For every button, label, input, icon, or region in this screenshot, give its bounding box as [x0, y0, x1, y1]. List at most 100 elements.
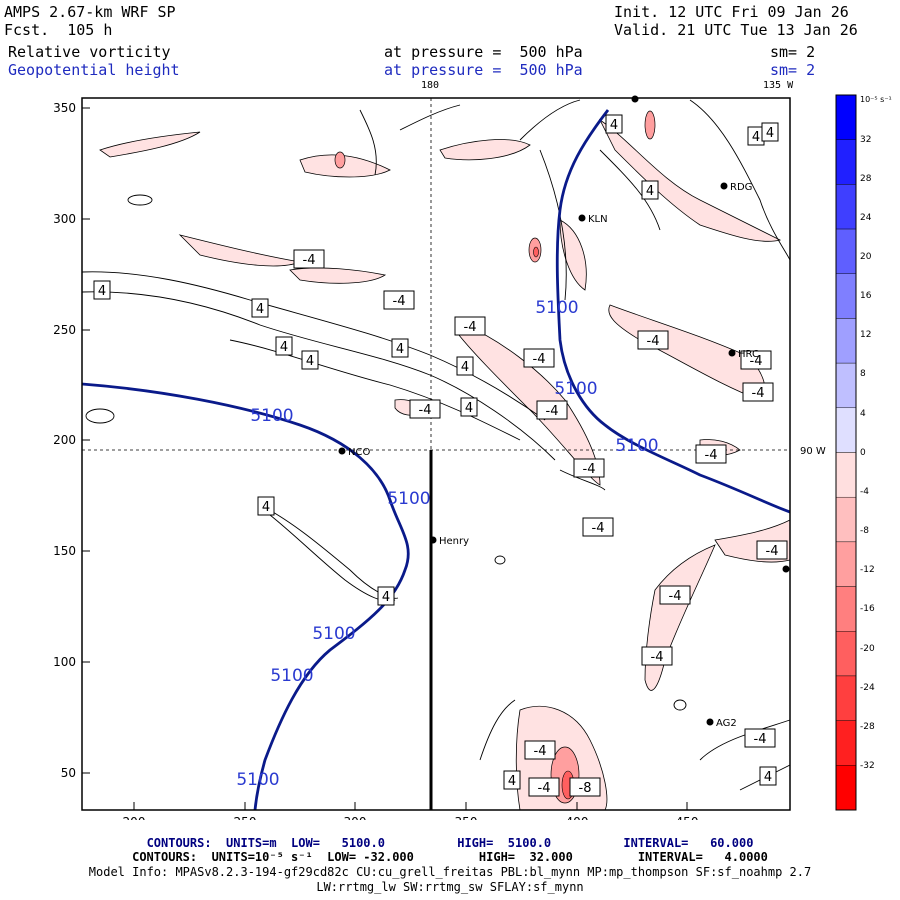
vorticity-label: 4 — [280, 340, 288, 355]
colorbar-box — [835, 452, 857, 498]
colorbar-box — [835, 273, 857, 319]
station-marker — [728, 349, 736, 357]
station-label: HRC — [738, 349, 759, 360]
y-tick-label: 150 — [53, 544, 76, 558]
station-marker — [706, 718, 714, 726]
height-label: 5100 — [250, 406, 293, 426]
height-label: 5100 — [535, 298, 578, 318]
pressure1-label: at pressure = 500 hPa — [384, 43, 583, 61]
colorbar-label: 24 — [860, 213, 872, 223]
y-tick-label: 250 — [53, 323, 76, 337]
model-info-2: LW:rrtmg_lw SW:rrtmg_sw SFLAY:sf_mynn — [316, 880, 584, 894]
colorbar-label: 16 — [860, 291, 872, 301]
vorticity-label: -4 — [766, 544, 779, 559]
station-label: RDG — [730, 182, 752, 193]
vorticity-label: -4 — [393, 294, 406, 309]
colorbar-label: -32 — [860, 761, 875, 771]
colorbar-label: 32 — [860, 135, 871, 145]
vorticity-contours — [81, 99, 791, 791]
vorticity-label: 4 — [306, 354, 314, 369]
station-marker — [631, 95, 639, 103]
colorbar-box — [835, 184, 857, 230]
vorticity-label: 4 — [646, 184, 654, 199]
vorticity-label: 4 — [752, 130, 760, 145]
vorticity-label: -4 — [592, 521, 605, 536]
colorbar-label: -4 — [860, 487, 869, 497]
colorbar-label: 20 — [860, 252, 872, 262]
colorbar-box — [835, 228, 857, 274]
y-tick-label: 200 — [53, 433, 76, 447]
colorbar-label: -16 — [860, 604, 875, 614]
lat-lon-lines — [82, 98, 790, 451]
station-marker — [429, 536, 437, 544]
height-contours — [81, 109, 791, 811]
vorticity-label: 4 — [396, 342, 404, 357]
colorbar-box — [835, 631, 857, 677]
colorbar-label: -24 — [860, 683, 875, 693]
x-tick-label: 350 — [455, 815, 478, 820]
colorbar: 10⁻⁵ s⁻¹ 32 28 24 20 16 12 8 4 0 -4 -8 -… — [835, 94, 892, 811]
colorbar-units: 10⁻⁵ s⁻¹ — [860, 95, 892, 104]
vorticity-label: -4 — [669, 589, 682, 604]
colorbar-label: 12 — [860, 330, 871, 340]
colorbar-box — [835, 586, 857, 632]
vorticity-label: 4 — [508, 774, 516, 789]
pressure2-label: at pressure = 500 hPa — [384, 61, 583, 79]
vorticity-label: 4 — [764, 770, 772, 785]
model-title: AMPS 2.67-km WRF SP — [4, 3, 176, 21]
vorticity-label: 4 — [766, 126, 774, 141]
smoothing2-label: sm= 2 — [770, 61, 816, 79]
plot-frame — [81, 97, 791, 811]
colorbar-box — [835, 362, 857, 409]
vorticity-label: -4 — [647, 334, 660, 349]
y-tick-label: 350 — [53, 101, 76, 115]
axis-ticks — [82, 107, 688, 810]
init-time: Init. 12 UTC Fri 09 Jan 26 — [614, 3, 849, 21]
colorbar-label: -28 — [860, 722, 875, 732]
field1-label: Relative vorticity — [8, 43, 171, 61]
x-tick-label: 200 — [123, 815, 146, 820]
model-info: Model Info: MPASv8.2.3-194-gf29cd82c CU:… — [88, 865, 812, 879]
map-plot: 200 250 300 350 400 450 350 300 250 200 … — [53, 95, 826, 820]
colorbar-frame — [835, 94, 857, 811]
station-label: KLN — [588, 214, 608, 225]
colorbar-box — [835, 720, 857, 766]
vorticity-contour-info: CONTOURS: UNITS=10⁻⁵ s⁻¹ LOW= -32.000 HI… — [132, 850, 768, 864]
vorticity-label: -4 — [583, 462, 596, 477]
station-marker — [782, 565, 790, 573]
field2-label: Geopotential height — [8, 61, 180, 79]
x-tick-label: 450 — [676, 815, 699, 820]
height-label: 5100 — [387, 489, 430, 509]
vorticity-label: -4 — [533, 352, 546, 367]
colorbar-label: 8 — [860, 369, 866, 379]
vorticity-label: -4 — [705, 448, 718, 463]
x-tick-label: 300 — [344, 815, 367, 820]
station-marker — [578, 214, 586, 222]
vorticity-shading — [99, 118, 791, 811]
colorbar-box — [835, 318, 857, 364]
vorticity-label: 4 — [461, 360, 469, 375]
lat-90w-label: 90 W — [800, 446, 826, 457]
vorticity-label: -4 — [651, 650, 664, 665]
height-label: 5100 — [554, 379, 597, 399]
colorbar-box — [835, 541, 857, 587]
colorbar-box — [835, 407, 857, 453]
valid-time: Valid. 21 UTC Tue 13 Jan 26 — [614, 21, 858, 39]
y-tick-label: 300 — [53, 212, 76, 226]
vorticity-label: -8 — [579, 781, 592, 796]
vorticity-label: -4 — [303, 253, 316, 268]
station-marker — [338, 447, 346, 455]
vorticity-label: -4 — [538, 781, 551, 796]
height-contour-info: CONTOURS: UNITS=m LOW= 5100.0 HIGH= 5100… — [146, 836, 754, 850]
station-label: NCO — [348, 447, 370, 458]
vorticity-label: 4 — [98, 284, 106, 299]
colorbar-label: 4 — [860, 409, 866, 419]
colorbar-box — [835, 139, 857, 185]
vorticity-label: -4 — [534, 744, 547, 759]
station-label: Henry — [439, 536, 469, 547]
colorbar-boxes — [835, 94, 857, 811]
y-tick-label: 50 — [61, 766, 76, 780]
x-tick-label: 250 — [234, 815, 257, 820]
colorbar-box — [835, 765, 857, 811]
colorbar-label: -12 — [860, 565, 875, 575]
